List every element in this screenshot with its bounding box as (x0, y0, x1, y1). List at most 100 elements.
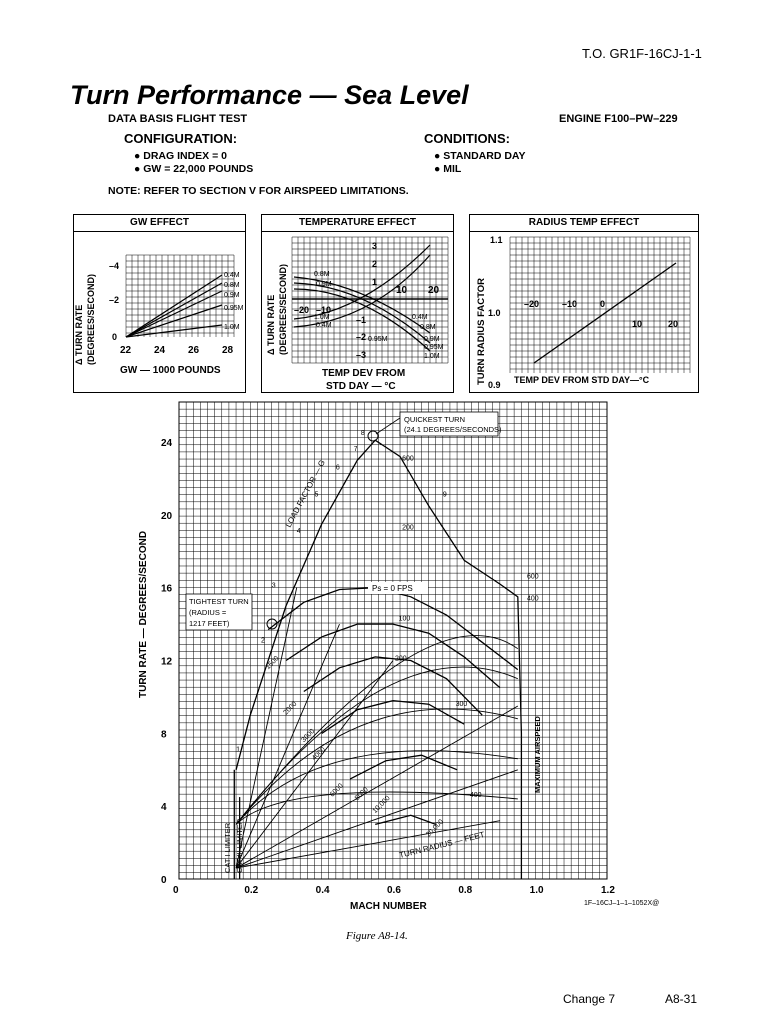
g-label: 8 (361, 430, 365, 437)
temperature-effect-title: TEMPERATURE EFFECT (262, 215, 453, 232)
temp-mach-label: 0.8M (420, 324, 436, 331)
max-airspeed-label: MAXIMUM AIRSPEED (533, 716, 542, 793)
radius-ytick: 1.0 (488, 308, 501, 318)
radius-line (235, 660, 394, 869)
main-ytick: 4 (161, 802, 167, 813)
gw-effect-panel: GW EFFECT Δ TURN RATE (DEGREES/SECOND) –… (73, 214, 246, 393)
gw-ytick: 0 (112, 332, 117, 342)
main-ylabel: TURN RATE — DEGREES/SECOND (138, 531, 149, 698)
gw-xtick: 22 (120, 345, 132, 356)
conditions-label: CONDITIONS: (424, 131, 510, 146)
gw-mach-label: 0.9M (224, 292, 240, 299)
gw-mach-label: 0.8M (224, 282, 240, 289)
temp-mach-label: 0.95M (424, 344, 444, 351)
figure-id: 1F–16CJ–1–1–1052X@ (584, 900, 660, 907)
ps-value-label: 600 (402, 455, 414, 462)
temp-mach-label: 0.95M (368, 336, 388, 343)
radius-xtick: 0 (600, 299, 605, 309)
data-basis: DATA BASIS FLIGHT TEST (108, 113, 248, 125)
temp-ytick: –1 (356, 315, 366, 325)
radius-xtick: 20 (668, 319, 678, 329)
quickest-turn-box (399, 411, 499, 437)
ps-curve (285, 623, 501, 689)
quickest-turn-value: (24.1 DEGREES/SECONDS) (404, 425, 502, 434)
radius-ytick: 1.1 (490, 235, 503, 245)
radius-value-label: 6000 (329, 782, 345, 798)
gw-mach-label: 0.95M (224, 305, 244, 312)
configuration-label: CONFIGURATION: (124, 131, 238, 146)
temp-xtick: –20 (294, 305, 309, 315)
main-xtick: 1.0 (530, 885, 544, 896)
footer-change: Change 7 (563, 992, 616, 1006)
gw-xtick: 28 (222, 345, 234, 356)
g-label: 5 (315, 492, 319, 499)
temp-mach-label: 1.0M (314, 314, 330, 321)
temp-xtick: –10 (316, 305, 331, 315)
radius-xtick: –10 (562, 299, 577, 309)
ps-label-bg (368, 582, 428, 594)
main-ytick: 16 (161, 584, 173, 595)
g-label: 7 (354, 446, 358, 453)
temp-mach-label: 0.4M (412, 314, 428, 321)
tightest-turn-marker (266, 618, 278, 630)
temp-ytick: 3 (372, 241, 377, 251)
radius-value-label: 10,000 (372, 795, 392, 815)
temp-mach-label: 0.9M (316, 281, 332, 288)
load-factor-curve (235, 635, 519, 825)
gw-mach-label: 0.4M (224, 272, 240, 279)
ps-value-label: 400 (470, 792, 482, 799)
ps-curve (375, 814, 437, 826)
figure-caption: Figure A8-14. (346, 930, 408, 942)
radius-temp-effect-chart: TURN RADIUS FACTOR 1.1 1.0 0.9 –20 –10 0… (476, 235, 691, 390)
ps-curve (303, 656, 483, 716)
g-label: 9 (443, 492, 447, 499)
tightest-turn-radius: (RADIUS = (189, 608, 227, 617)
g-label: 6 (336, 464, 340, 471)
temp-ylabel: Δ TURN RATE (266, 295, 276, 355)
temp-xlabel-units: STD DAY — °C (326, 381, 396, 392)
quickest-turn-label: QUICKEST TURN (404, 415, 465, 424)
temperature-effect-panel: TEMPERATURE EFFECT Δ TURN RATE (DEGREES/… (261, 214, 454, 393)
radius-value-label: 1500 (265, 655, 281, 671)
temp-mach-label: 0.4M (316, 322, 332, 329)
gw-xtick: 26 (188, 345, 200, 356)
page-title: Turn Performance — Sea Level (70, 80, 469, 110)
g-label: 4 (297, 528, 301, 535)
load-factor-curve (235, 666, 519, 825)
gw-ytick: –4 (109, 261, 119, 271)
radius-line (235, 705, 519, 869)
load-factor-label: LOAD FACTOR — G (284, 459, 327, 529)
main-xlabel: MACH NUMBER (350, 901, 427, 912)
tightest-turn-feet: 1217 FEET) (189, 619, 230, 628)
main-ytick: 8 (161, 729, 167, 740)
temp-ytick: 2 (372, 259, 377, 269)
engine-label: ENGINE F100–PW–229 (559, 113, 678, 125)
quickest-turn-marker (367, 430, 379, 442)
temp-ytick: 1 (372, 277, 377, 287)
main-ytick: 20 (161, 511, 173, 522)
ps-value-label: 300 (456, 701, 468, 708)
gw-mach-label: 1.0M (224, 324, 240, 331)
footer-page: A8-31 (665, 992, 698, 1006)
temp-xtick: 10 (396, 285, 408, 296)
gw-effect-title: GW EFFECT (74, 215, 245, 232)
radius-temp-effect-title: RADIUS TEMP EFFECT (470, 215, 698, 232)
radius-temp-effect-panel: RADIUS TEMP EFFECT TURN RADIUS FACTOR 1.… (469, 214, 699, 393)
ps-curve (349, 754, 458, 780)
radius-ytick: 0.9 (488, 380, 501, 390)
radius-ylabel: TURN RADIUS FACTOR (476, 278, 487, 385)
load-factor-curve (235, 791, 518, 825)
temp-xtick: 20 (428, 285, 440, 296)
g-label: 3 (272, 583, 276, 590)
main-xtick: 0 (173, 885, 179, 896)
ps-value-label: 200 (402, 524, 414, 531)
cat-iii-limiter-label: CAT III LIMITER (235, 818, 244, 873)
g-label: 1 (236, 747, 240, 754)
temp-ytick: –2 (356, 332, 366, 342)
gw-effect-chart: Δ TURN RATE (DEGREES/SECOND) –4 –2 0 22 … (74, 254, 244, 376)
gw-ylabel: Δ TURN RATE (74, 305, 84, 365)
gw-xlabel: GW — 1000 POUNDS (120, 365, 221, 376)
condition-item: ● STANDARD DAY (434, 150, 526, 162)
ps-zero-label: Ps = 0 FPS (372, 584, 413, 593)
load-factor-curve (235, 708, 518, 825)
